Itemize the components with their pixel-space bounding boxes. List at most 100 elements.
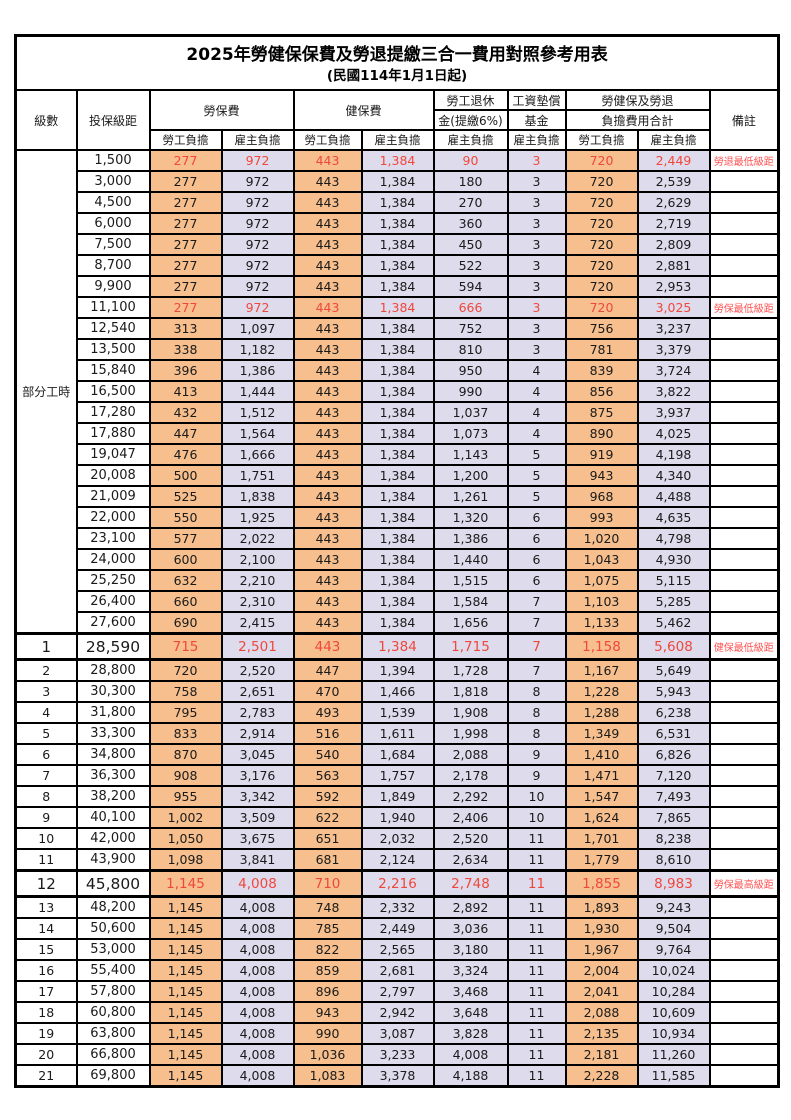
cell-value: 11,260 [636, 1043, 711, 1066]
cell-value: 6,238 [636, 701, 711, 724]
cell-value: 7,493 [636, 785, 711, 808]
cell-value: 4,008 [220, 895, 295, 919]
table-row: 4,500 277 972 443 1,384 270 3 720 2,629 [16, 191, 780, 214]
cell-value: 3 [506, 191, 567, 214]
cell-value: 1,893 [564, 895, 639, 919]
cell-value: 443 [292, 380, 363, 403]
cell-value: 2,797 [360, 980, 435, 1003]
cell-value: 1,564 [220, 422, 295, 445]
cell-value: 990 [432, 380, 509, 403]
cell-value: 875 [564, 401, 639, 424]
cell-value: 2,681 [360, 959, 435, 982]
cell-level: 21 [14, 1064, 78, 1088]
cell-value: 6 [506, 506, 567, 529]
cell-value: 277 [148, 254, 223, 277]
cell-value: 1,584 [432, 590, 509, 613]
cell-remark [708, 317, 780, 340]
cell-remark [708, 527, 780, 550]
cell-remark [708, 170, 780, 193]
cell-bracket: 1,500 [75, 149, 151, 172]
header-total-employer: 雇主負擔 [636, 129, 711, 151]
cell-value: 3,675 [220, 827, 295, 850]
cell-value: 443 [292, 317, 363, 340]
header-remark: 備註 [708, 89, 780, 151]
cell-value: 8,983 [636, 869, 711, 898]
cell-value: 493 [292, 701, 363, 724]
header-health-fee: 健保費 [292, 89, 435, 131]
cell-bracket: 38,200 [75, 785, 151, 808]
cell-value: 5,462 [636, 611, 711, 635]
cell-value: 5,649 [636, 658, 711, 682]
header-wage-fund-line1: 工資墊償 [506, 89, 567, 111]
table-row: 14 50,600 1,145 4,008 785 2,449 3,036 11 1,930 9,… [14, 917, 780, 940]
cell-remark [708, 212, 780, 235]
cell-remark [708, 359, 780, 382]
cell-value: 4,798 [636, 527, 711, 550]
cell-level: 8 [14, 785, 78, 808]
cell-value: 9 [506, 764, 567, 787]
cell-bracket: 36,300 [75, 764, 151, 787]
cell-remark [708, 506, 780, 529]
cell-value: 2,629 [636, 191, 711, 214]
cell-value: 1,145 [148, 869, 223, 898]
cell-remark [708, 895, 780, 919]
cell-value: 690 [148, 611, 223, 635]
cell-value: 443 [292, 569, 363, 592]
cell-bracket: 31,800 [75, 701, 151, 724]
cell-value: 447 [148, 422, 223, 445]
cell-remark [708, 785, 780, 808]
cell-remark [708, 1022, 780, 1045]
cell-value: 1,288 [564, 701, 639, 724]
table-row: 11 43,900 1,098 3,841 681 2,124 2,634 11 1,779 8,… [14, 848, 780, 872]
cell-value: 2,520 [220, 658, 295, 682]
cell-remark [708, 938, 780, 961]
cell-value: 3,841 [220, 848, 295, 872]
cell-value: 1,384 [360, 548, 435, 571]
cell-remark [708, 485, 780, 508]
cell-value: 1,050 [148, 827, 223, 850]
cell-bracket: 15,840 [75, 359, 151, 382]
cell-value: 1,386 [432, 527, 509, 550]
cell-remark [708, 680, 780, 703]
cell-value: 1,384 [360, 632, 435, 661]
cell-value: 8 [506, 680, 567, 703]
table-row: 6,000 277 972 443 1,384 360 3 720 2,719 [16, 212, 780, 235]
cell-value: 11 [506, 980, 567, 1003]
table-row: 2 28,800 720 2,520 447 1,394 1,728 7 1,167 5,649 [14, 658, 780, 682]
cell-remark: 勞退最低級距 [708, 149, 780, 172]
cell-value: 2,748 [432, 869, 509, 898]
cell-bracket: 24,000 [75, 548, 151, 571]
cell-value: 500 [148, 464, 223, 487]
cell-bracket: 16,500 [75, 380, 151, 403]
cell-level: 13 [14, 895, 78, 919]
cell-value: 2,088 [564, 1001, 639, 1024]
cell-value: 277 [148, 170, 223, 193]
cell-value: 450 [432, 233, 509, 256]
cell-value: 277 [148, 149, 223, 172]
cell-value: 2,032 [360, 827, 435, 850]
cell-remark [708, 401, 780, 424]
cell-value: 1,384 [360, 254, 435, 277]
cell-level: 15 [14, 938, 78, 961]
cell-value: 2,783 [220, 701, 295, 724]
cell-value: 3,045 [220, 743, 295, 766]
cell-value: 720 [564, 254, 639, 277]
cell-bracket: 25,250 [75, 569, 151, 592]
cell-value: 2,228 [564, 1064, 639, 1088]
cell-value: 1,384 [360, 569, 435, 592]
cell-level: 10 [14, 827, 78, 850]
cell-value: 443 [292, 254, 363, 277]
table-row: 17,280 432 1,512 443 1,384 1,037 4 875 3,937 [16, 401, 780, 424]
cell-bracket: 23,100 [75, 527, 151, 550]
cell-value: 443 [292, 443, 363, 466]
cell-bracket: 4,500 [75, 191, 151, 214]
cell-value: 752 [432, 317, 509, 340]
cell-value: 3,180 [432, 938, 509, 961]
cell-value: 3,468 [432, 980, 509, 1003]
cell-value: 4,025 [636, 422, 711, 445]
cell-value: 1,779 [564, 848, 639, 872]
header-total-employee: 勞工負擔 [564, 129, 639, 151]
cell-value: 8,238 [636, 827, 711, 850]
cell-value: 1,440 [432, 548, 509, 571]
cell-value: 1,145 [148, 980, 223, 1003]
